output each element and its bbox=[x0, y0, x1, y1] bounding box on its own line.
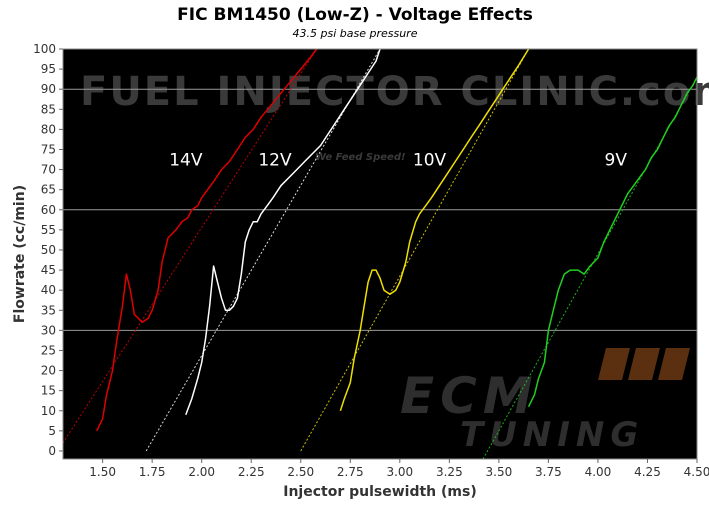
y-tick-label: 35 bbox=[41, 303, 56, 317]
x-tick-label: 3.75 bbox=[535, 465, 562, 479]
y-tick-label: 70 bbox=[41, 163, 56, 177]
y-tick-label: 40 bbox=[41, 283, 56, 297]
x-tick-label: 2.75 bbox=[337, 465, 364, 479]
y-axis-ticks: 0 5 10 15 20 25 30 35 40 45 50 55 60 65 70 75 80 85 90 95 10… bbox=[33, 42, 63, 458]
watermark-bottom-2: TUNING bbox=[460, 415, 644, 455]
y-tick-label: 25 bbox=[41, 343, 56, 357]
watermark-tagline: We Feed Speed! bbox=[315, 152, 406, 163]
x-tick-label: 4.25 bbox=[634, 465, 661, 479]
y-tick-label: 5 bbox=[48, 424, 56, 438]
y-tick-label: 50 bbox=[41, 243, 56, 257]
plot-border bbox=[62, 48, 698, 460]
y-tick-label: 55 bbox=[41, 223, 56, 237]
series-line-10V bbox=[339, 48, 530, 412]
series-line-9V bbox=[527, 76, 698, 408]
y-axis-label: Flowrate (cc/min) bbox=[12, 185, 28, 323]
y-tick-label: 45 bbox=[41, 263, 56, 277]
y-tick-label: 20 bbox=[41, 364, 56, 378]
x-tick-label: 1.75 bbox=[139, 465, 166, 479]
series-line-12V bbox=[185, 48, 381, 416]
y-tick-label: 100 bbox=[33, 42, 56, 56]
gridlines bbox=[63, 88, 697, 331]
chart-subtitle: 43.5 psi base pressure bbox=[293, 27, 418, 40]
chart-title: FIC BM1450 (Low-Z) - Voltage Effects bbox=[177, 5, 533, 25]
y-tick-label: 95 bbox=[41, 62, 56, 76]
x-tick-label: 2.25 bbox=[238, 465, 265, 479]
y-tick-label: 10 bbox=[41, 404, 56, 418]
series-label-9V: 9V bbox=[605, 151, 628, 171]
x-tick-label: 1.50 bbox=[89, 465, 116, 479]
x-axis-label: Injector pulsewidth (ms) bbox=[283, 484, 476, 500]
x-tick-label: 3.50 bbox=[486, 465, 513, 479]
x-tick-label: 4.50 bbox=[684, 465, 709, 479]
x-axis-ticks: 1.50 1.75 2.00 2.25 2.50 2.75 3.00 3.25 3.50 3.75… bbox=[89, 459, 709, 479]
y-tick-label: 0 bbox=[48, 444, 56, 458]
watermark-group: FUEL INJECTOR CLINIC.com We Feed Speed! … bbox=[80, 69, 709, 455]
watermark-top: FUEL INJECTOR CLINIC.com bbox=[80, 69, 709, 115]
y-tick-label: 80 bbox=[41, 122, 56, 136]
series-label-14V: 14V bbox=[169, 151, 203, 171]
series-labels: 14V 12V 10V 9V bbox=[169, 151, 627, 171]
series-line-14V bbox=[96, 48, 318, 432]
x-tick-label: 4.00 bbox=[585, 465, 612, 479]
y-tick-label: 75 bbox=[41, 142, 56, 156]
series-label-10V: 10V bbox=[413, 151, 447, 171]
trendline-12V bbox=[145, 48, 381, 452]
y-tick-label: 15 bbox=[41, 384, 56, 398]
y-tick-label: 65 bbox=[41, 183, 56, 197]
x-tick-label: 3.25 bbox=[436, 465, 463, 479]
x-tick-label: 2.00 bbox=[188, 465, 215, 479]
series-label-12V: 12V bbox=[258, 151, 292, 171]
x-tick-label: 2.50 bbox=[287, 465, 314, 479]
x-tick-label: 3.00 bbox=[386, 465, 413, 479]
y-tick-label: 85 bbox=[41, 102, 56, 116]
y-tick-label: 60 bbox=[41, 203, 56, 217]
plot-area bbox=[63, 49, 697, 459]
y-tick-label: 90 bbox=[41, 82, 56, 96]
watermark-bottom-1: ECM bbox=[400, 367, 539, 425]
y-tick-label: 30 bbox=[41, 323, 56, 337]
trendline-10V bbox=[300, 48, 530, 452]
watermark-chevrons bbox=[598, 348, 690, 380]
series-lines bbox=[96, 48, 698, 432]
